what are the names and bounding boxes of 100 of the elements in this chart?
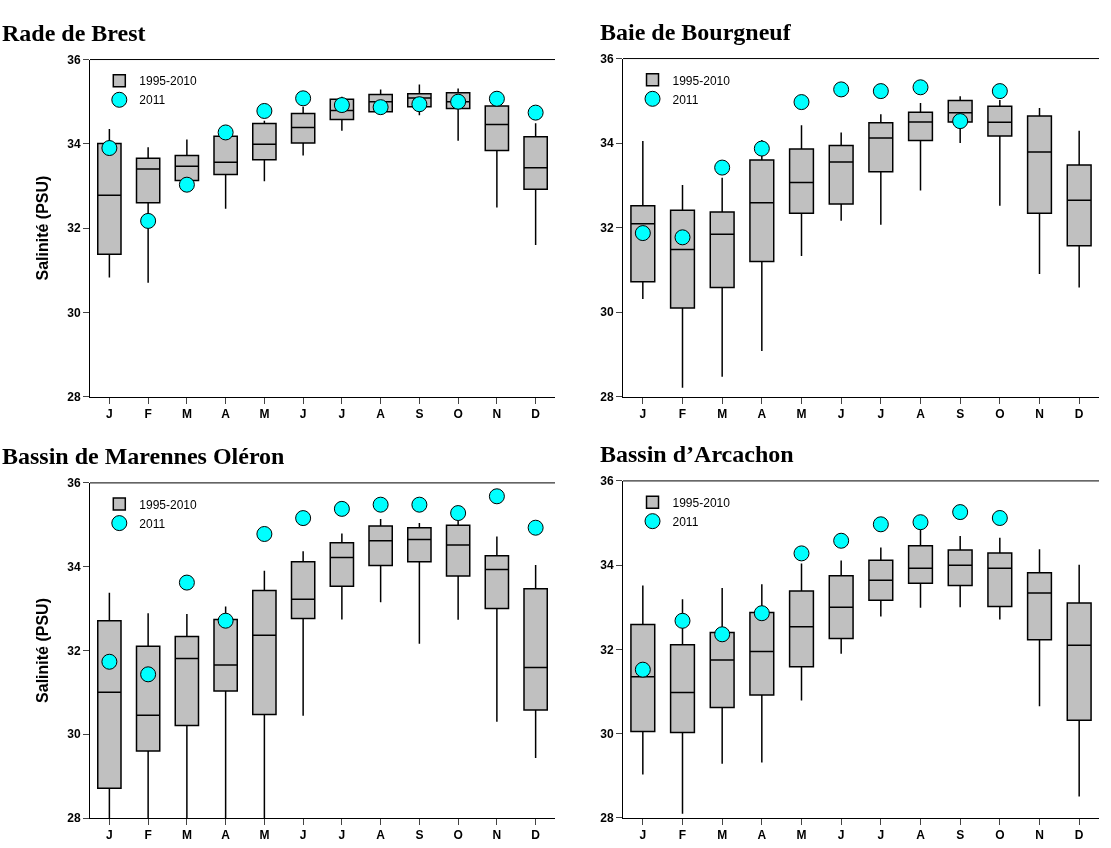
point [991,509,1008,526]
x-tick-label: O [995,828,1005,843]
x-tick-label: J [639,407,647,422]
x-tick-label: J [106,828,113,843]
legend-label: 2011 [672,514,699,529]
x-tick-label: D [1074,828,1084,843]
x-tick-label: M [181,828,192,843]
point [488,90,505,107]
legend-label: 2011 [139,516,166,531]
point [793,545,810,562]
x-tick-label: D [531,828,541,843]
x-tick-label: O [995,407,1005,422]
x-tick-label: J [299,407,307,422]
point [101,653,118,670]
point [912,79,929,96]
x-tick-label: F [144,828,152,843]
point [295,90,312,107]
point [872,83,889,100]
x-tick-label: J [639,828,647,843]
point [753,605,770,622]
point [450,93,467,110]
x-tick-label: J [877,407,885,422]
x-tick-label: J [106,407,113,422]
point [488,488,505,505]
x-tick-label: S [415,407,424,422]
x-tick-label: S [415,828,424,843]
y-tick-label: 32 [600,642,614,657]
point [450,505,467,522]
y-axis-title: Salinité (PSU) [34,597,52,703]
x-tick-label: N [1035,828,1044,843]
x-tick-label: F [144,407,152,422]
point [411,496,428,513]
x-tick-label: F [678,407,687,422]
x-tick-label: J [338,407,346,422]
point [714,159,731,176]
x-tick-label: D [1074,407,1084,422]
x-tick-label: O [453,407,463,422]
point [952,504,969,521]
x-tick-label: A [757,828,767,843]
x-tick-label: J [338,828,346,843]
y-tick-label: 32 [67,221,81,236]
x-tick-label: J [837,828,845,843]
point [372,99,389,116]
y-tick-label: 36 [67,476,81,491]
point [991,83,1008,100]
point [217,124,234,141]
y-tick-label: 28 [600,811,614,826]
x-tick-label: M [796,407,807,422]
y-tick-label: 36 [600,51,614,66]
x-tick-label: N [492,828,502,843]
x-tick-label: A [916,828,926,843]
point [714,626,731,643]
point [833,81,850,98]
chart-title: Bassin de Marennes Oléron [2,443,285,469]
point [256,102,273,119]
x-tick-label: A [757,407,767,422]
point [333,97,350,114]
y-tick-label: 36 [600,474,614,489]
x-tick-label: M [259,407,270,422]
point [101,140,118,157]
x-tick-label: M [259,828,270,843]
point [527,104,544,121]
x-tick-label: M [181,407,192,422]
legend-label: 1995-2010 [139,74,198,89]
point [793,94,810,111]
x-tick-label: S [956,407,965,422]
x-tick-label: N [492,407,502,422]
point [912,514,929,531]
x-tick-label: N [1035,407,1044,422]
y-tick-label: 32 [600,220,614,235]
y-tick-label: 28 [67,811,81,826]
point [217,612,234,629]
point [333,500,350,517]
y-tick-label: 30 [600,726,614,741]
y-tick-label: 34 [600,136,614,151]
chart-title: Bassin d’Arcachon [600,441,794,467]
x-tick-label: J [877,828,885,843]
x-tick-label: M [796,828,807,843]
y-tick-label: 36 [67,52,81,67]
point [634,661,651,678]
x-tick-label: A [376,407,386,422]
chart-title: Baie de Bourgneuf [600,19,792,45]
point [674,229,691,246]
point [178,176,195,193]
point [140,666,157,683]
x-tick-label: M [717,407,728,422]
y-tick-label: 28 [67,389,81,404]
y-tick-label: 30 [600,305,614,320]
x-tick-label: A [916,407,926,422]
point [140,212,157,229]
point [527,519,544,536]
point [411,96,428,113]
y-tick-label: 34 [67,137,81,152]
x-tick-label: F [678,828,687,843]
legend-label: 2011 [672,92,699,107]
point [634,225,651,242]
point [833,532,850,549]
point [753,140,770,157]
y-axis-title: Salinité (PSU) [34,175,52,281]
y-tick-label: 34 [67,559,81,574]
